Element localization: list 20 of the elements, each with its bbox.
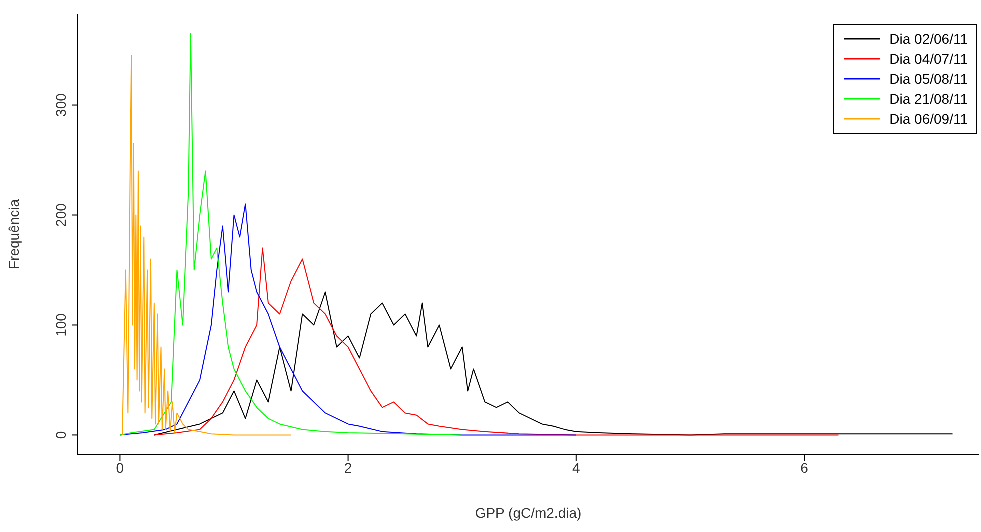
y-tick-label: 100 xyxy=(53,313,69,337)
y-tick-label: 300 xyxy=(53,93,69,117)
y-tick-label: 200 xyxy=(53,203,69,227)
x-tick-label: 0 xyxy=(116,460,124,476)
legend-label: Dia 06/09/11 xyxy=(890,110,968,129)
y-axis-title: Frequência xyxy=(6,199,22,270)
x-tick-label: 6 xyxy=(800,460,809,476)
line-series xyxy=(120,204,577,436)
legend-label: Dia 05/08/11 xyxy=(890,70,968,89)
x-axis-title: GPP (gC/m2.dia) xyxy=(475,505,582,521)
line-series xyxy=(120,33,463,436)
x-tick-label: 2 xyxy=(344,460,352,476)
line-series xyxy=(154,292,954,436)
line-series xyxy=(154,248,840,436)
line-series xyxy=(122,55,292,436)
legend-label: Dia 21/08/11 xyxy=(890,90,968,109)
legend-label: Dia 04/07/11 xyxy=(890,50,968,69)
legend-label: Dia 02/06/11 xyxy=(890,30,968,49)
x-tick-label: 4 xyxy=(572,460,581,476)
y-tick-label: 0 xyxy=(53,431,69,440)
